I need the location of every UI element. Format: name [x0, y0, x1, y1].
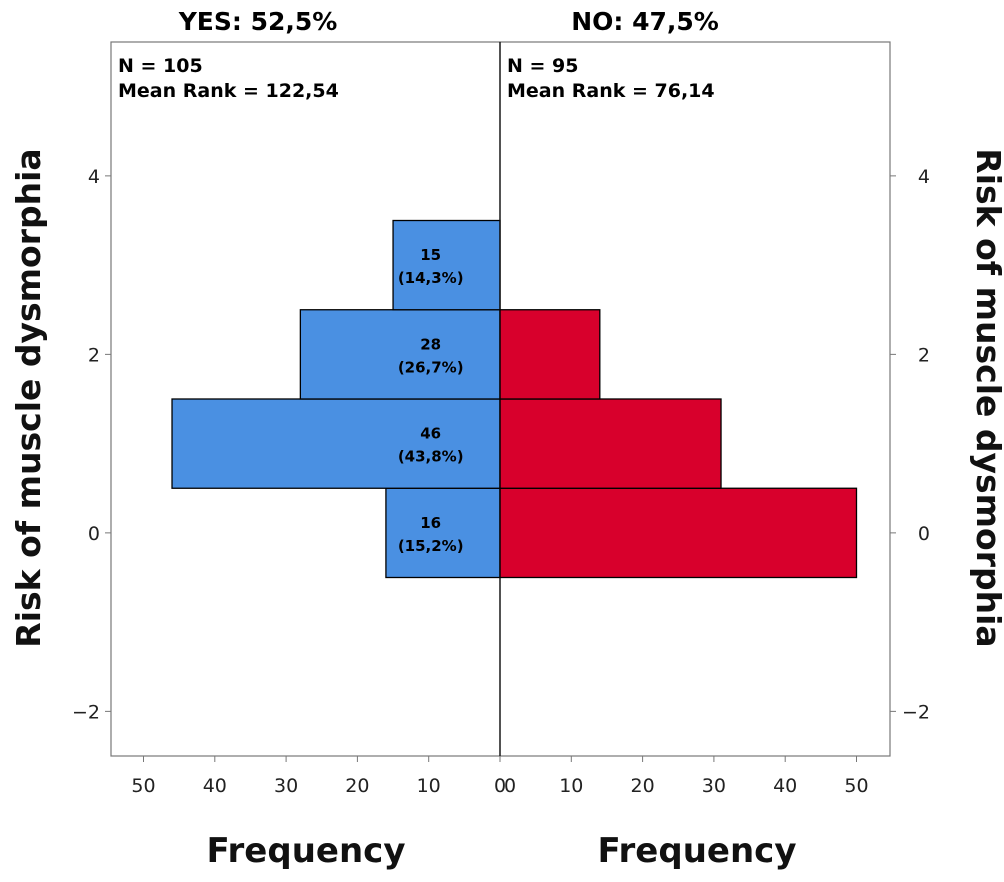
- no-bar-category-1: [499, 398, 722, 489]
- right-x-tick-label: 0: [504, 775, 516, 797]
- no-bar-category-0: [499, 487, 858, 579]
- yes-bar-count-label: 15: [420, 246, 441, 264]
- yes-bar-count-label: 28: [420, 335, 441, 353]
- no-mean-rank-text: Mean Rank = 76,14: [507, 80, 715, 102]
- no-panel: NO: 47,5% N = 95 Mean Rank = 76,14: [499, 7, 891, 757]
- yes-bar-count-label: 46: [420, 425, 441, 443]
- right-x-axis-ticks: 0 10 20 30 40 50: [504, 756, 869, 797]
- right-x-tick-label: 20: [631, 775, 655, 797]
- left-y-tick-label: −2: [72, 701, 100, 723]
- yes-mean-rank-text: Mean Rank = 122,54: [118, 80, 339, 102]
- left-x-tick-label: 40: [203, 775, 227, 797]
- right-x-tick-label: 10: [559, 775, 583, 797]
- left-x-tick-label: 0: [494, 775, 506, 797]
- no-bar-category-2: [499, 309, 601, 400]
- right-x-axis-title: Frequency: [597, 831, 796, 871]
- no-n-text: N = 95: [507, 55, 579, 77]
- left-y-tick-label: 4: [88, 166, 100, 188]
- right-x-tick-label: 40: [773, 775, 797, 797]
- yes-bars: 16 (15,2%) 46 (43,8%) 28 (26,7%) 15 (14,3%): [171, 219, 501, 579]
- no-bars: [499, 309, 858, 579]
- yes-bar-percent-label: (43,8%): [398, 448, 464, 466]
- no-panel-title: NO: 47,5%: [571, 7, 719, 36]
- left-x-tick-label: 20: [345, 775, 369, 797]
- yes-bar-percent-label: (26,7%): [398, 358, 464, 376]
- left-y-axis-ticks: 4 2 0 −2: [72, 166, 111, 723]
- yes-panel-title: YES: 52,5%: [178, 7, 338, 36]
- right-y-tick-label: −2: [902, 701, 930, 723]
- yes-panel: YES: 52,5% N = 105 Mean Rank = 122,54 16…: [110, 7, 501, 757]
- yes-bar-category-2: [299, 309, 501, 400]
- left-x-tick-label: 10: [417, 775, 441, 797]
- yes-bar-category-1: [171, 398, 501, 489]
- right-y-tick-label: 0: [918, 523, 930, 545]
- left-x-tick-label: 30: [274, 775, 298, 797]
- left-y-axis-title: Risk of muscle dysmorphia: [9, 148, 48, 647]
- right-x-tick-label: 30: [702, 775, 726, 797]
- yes-bar-percent-label: (14,3%): [398, 269, 464, 287]
- left-y-tick-label: 2: [88, 344, 100, 366]
- left-y-tick-label: 0: [88, 523, 100, 545]
- right-y-axis-title: Risk of muscle dysmorphia: [969, 148, 1004, 647]
- yes-n-text: N = 105: [118, 55, 203, 77]
- right-y-tick-label: 2: [918, 344, 930, 366]
- yes-bar-count-label: 16: [420, 514, 441, 532]
- right-y-axis-ticks: 4 2 0 −2: [890, 166, 930, 723]
- left-x-tick-label: 50: [131, 775, 155, 797]
- yes-bar-category-0: [385, 487, 501, 579]
- right-y-tick-label: 4: [918, 166, 930, 188]
- yes-bar-percent-label: (15,2%): [398, 537, 464, 555]
- right-x-tick-label: 50: [844, 775, 868, 797]
- left-x-axis-title: Frequency: [206, 831, 405, 871]
- left-x-axis-ticks: 50 40 30 20 10 0: [131, 756, 506, 797]
- yes-bar-category-3: [392, 219, 501, 311]
